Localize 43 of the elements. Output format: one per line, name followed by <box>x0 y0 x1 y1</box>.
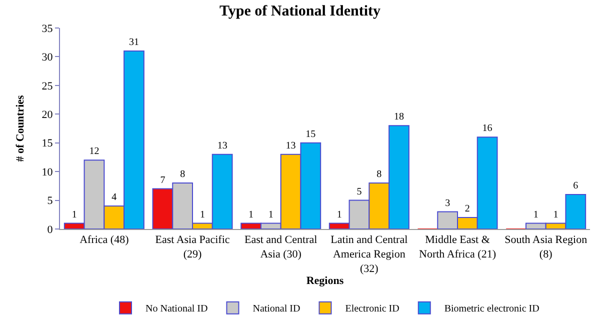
chart-title: Type of National Identity <box>220 3 381 20</box>
data-label: 4 <box>112 192 117 204</box>
data-label: 5 <box>356 186 362 198</box>
legend-label: Biometric electronic ID <box>444 304 540 315</box>
y-axis-title: # of Countries <box>14 94 26 162</box>
data-label: 12 <box>89 146 100 158</box>
y-tick-label: 35 <box>42 22 54 35</box>
y-tick-label: 5 <box>47 195 54 208</box>
y-tick-label: 10 <box>42 166 54 178</box>
y-tick-label: 0 <box>47 224 54 236</box>
x-tick-label: Latin and Central America Region (32) <box>330 234 408 275</box>
data-label: 16 <box>482 123 492 134</box>
y-tick-label: 25 <box>42 80 54 92</box>
data-label: 6 <box>573 180 578 192</box>
data-label: 1 <box>553 209 558 220</box>
legend-label: Electronic ID <box>345 304 400 315</box>
data-label: 1 <box>72 209 77 220</box>
data-label: 1 <box>533 209 538 220</box>
data-label: 8 <box>180 169 186 180</box>
data-label: 18 <box>394 112 404 123</box>
data-label: 1 <box>248 209 254 220</box>
x-tick-label: East Asia Pacific (29) <box>155 234 230 260</box>
x-tick-label: South Asia Region (8) <box>504 234 588 260</box>
data-label: 1 <box>268 209 274 220</box>
data-label: 3 <box>445 198 450 209</box>
x-tick-label: Middle East & North Africa (21) <box>419 234 496 260</box>
data-label: 13 <box>217 140 228 152</box>
y-tick-label: 30 <box>42 52 54 64</box>
legend-label: National ID <box>252 304 300 315</box>
x-tick-label: East and Central Asia (30) <box>244 234 318 260</box>
data-label: 1 <box>200 209 205 220</box>
x-tick-label: Africa (48) <box>80 234 130 246</box>
data-label: 31 <box>128 36 139 48</box>
data-label: 8 <box>376 169 382 180</box>
y-tick-label: 20 <box>42 108 54 121</box>
legend-label: No National ID <box>146 304 208 315</box>
data-label: 2 <box>464 204 470 215</box>
data-label: 13 <box>286 140 296 152</box>
data-label: 15 <box>306 128 316 140</box>
data-label: 7 <box>160 174 166 186</box>
data-label: 1 <box>336 209 342 220</box>
y-tick-label: 15 <box>42 138 54 150</box>
x-axis-title: Regions <box>306 275 344 287</box>
